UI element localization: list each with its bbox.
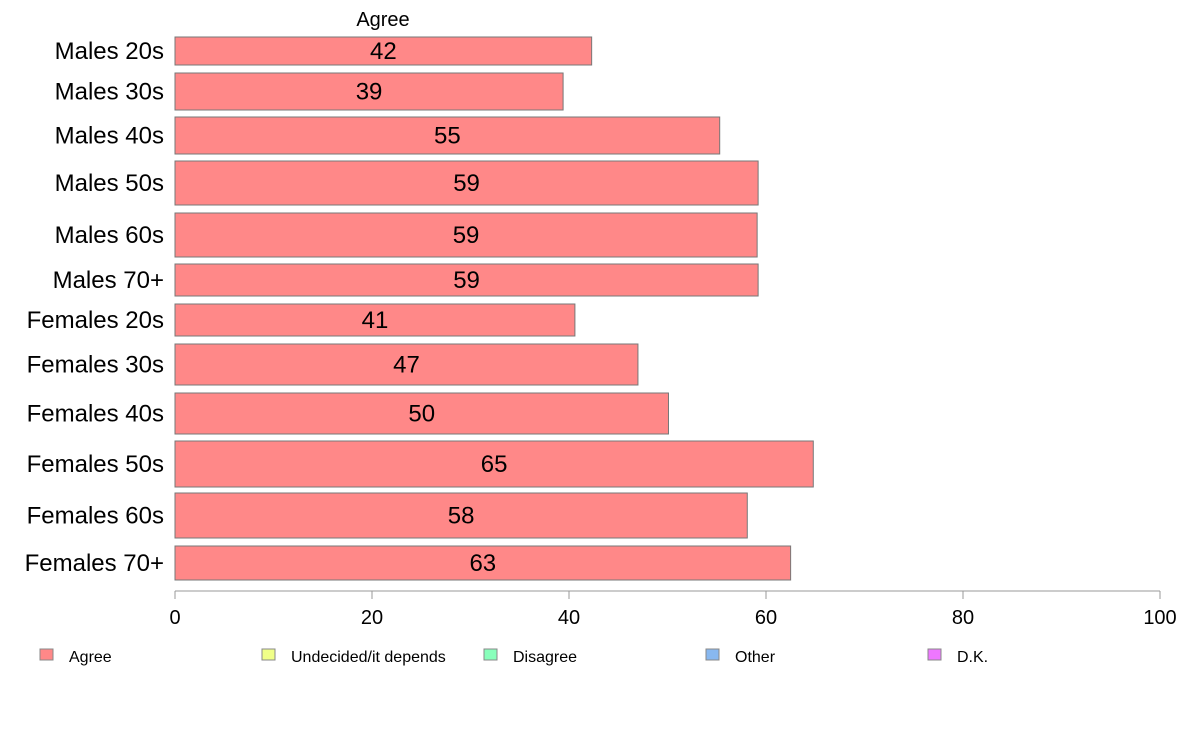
chart-title: Agree — [356, 9, 409, 31]
legend-swatch — [39, 648, 54, 661]
category-label: Males 60s — [55, 222, 164, 249]
category-label: Males 20s — [55, 38, 164, 65]
bar-value-label: 50 — [408, 401, 435, 428]
bar — [174, 263, 759, 297]
legend-label: D.K. — [957, 649, 988, 666]
x-tick-label: 40 — [558, 607, 580, 629]
bar — [174, 392, 669, 435]
bar — [174, 116, 721, 155]
x-tick-label: 0 — [169, 607, 180, 629]
bar — [174, 160, 759, 206]
legend-label: Disagree — [513, 649, 577, 666]
x-tick-label: 60 — [755, 607, 777, 629]
legend: Agree Undecided/it depends Disagree Other D.… — [39, 648, 988, 666]
bar — [174, 36, 593, 66]
bar — [174, 492, 748, 539]
bar-value-label: 59 — [453, 222, 480, 249]
bar-value-label: 55 — [434, 123, 461, 150]
legend-swatch — [261, 648, 276, 661]
bar-value-label: 47 — [393, 352, 420, 379]
bar-value-label: 42 — [370, 38, 397, 65]
bar — [174, 303, 576, 337]
bar — [174, 545, 792, 581]
category-label: Males 40s — [55, 123, 164, 150]
bar-value-label: 63 — [469, 550, 496, 577]
bar-value-label: 58 — [448, 503, 475, 530]
x-tick-label: 80 — [952, 607, 974, 629]
bar — [174, 343, 639, 386]
x-axis: 0 20 40 60 80 100 — [169, 590, 1177, 629]
category-label: Females 60s — [27, 503, 164, 530]
bar — [174, 72, 564, 111]
category-label: Females 50s — [27, 451, 164, 478]
category-label: Females 70+ — [25, 550, 164, 577]
category-label: Females 30s — [27, 352, 164, 379]
bar-value-label: 59 — [453, 170, 480, 197]
bar-value-label: 39 — [356, 79, 383, 106]
category-label: Females 40s — [27, 401, 164, 428]
bar — [174, 212, 758, 258]
x-tick-label: 100 — [1143, 607, 1176, 629]
legend-label: Other — [735, 649, 776, 666]
bar — [174, 440, 814, 488]
legend-label: Undecided/it depends — [291, 649, 446, 666]
bar-value-label: 59 — [453, 267, 480, 294]
category-label: Males 30s — [55, 79, 164, 106]
x-tick-label: 20 — [361, 607, 383, 629]
category-label: Males 50s — [55, 170, 164, 197]
legend-swatch — [483, 648, 498, 661]
legend-label: Agree — [69, 649, 112, 666]
legend-swatch — [927, 648, 942, 661]
bar-value-label: 65 — [481, 451, 508, 478]
bar-value-label: 41 — [362, 307, 389, 334]
category-label: Females 20s — [27, 307, 164, 334]
legend-swatch — [705, 648, 720, 661]
category-label: Males 70+ — [53, 267, 164, 294]
bars-layer: Males 20s 42 Males 30s 39 Males 40s 55 Males 5… — [25, 36, 814, 581]
